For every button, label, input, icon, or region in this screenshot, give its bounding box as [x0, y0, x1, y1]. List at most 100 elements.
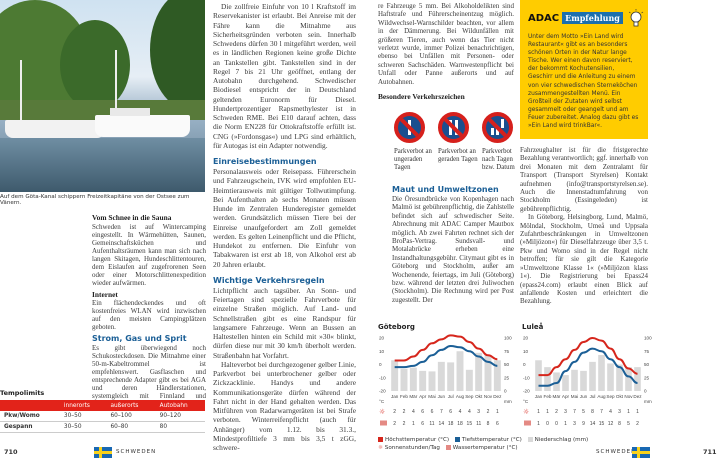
y-tick-left: -20	[379, 389, 386, 394]
month-label: Okt	[475, 394, 483, 399]
y-tick-right: 75	[504, 349, 510, 354]
month-label: Mär	[409, 394, 417, 399]
heading-maut: Maut und Umweltzonen	[392, 185, 499, 194]
text-alkohol: re Fahrzeuge 5 mm. Bei Alkoholdelikten s…	[378, 2, 514, 86]
month-label: Jul	[448, 394, 454, 399]
water-temp-value: 15	[599, 421, 605, 427]
heading-strom: Strom, Gas und Sprit	[92, 334, 187, 343]
table-cell: 80	[155, 421, 205, 433]
precip-bar	[447, 362, 455, 391]
sun-icon: ☼	[379, 408, 385, 416]
text-umweltzonen: In Göteborg, Helsingborg, Lund, Malmö, M…	[520, 213, 648, 306]
y-tick-right: 50	[644, 362, 650, 367]
sun-hours-value: 7	[440, 409, 443, 415]
precip-bar	[607, 363, 614, 391]
table-row: Gespann 30–50 60–80 80	[0, 421, 205, 433]
tempolimits-box: Tempolimits innerorts außerorts Autobahn…	[0, 389, 205, 433]
legend-low: Tiefsttemperatur (°C)	[454, 437, 522, 443]
sun-hours-value: 4	[468, 409, 471, 415]
heading-einreise: Einreisebestimmungen	[213, 157, 317, 166]
text-verkehrsregeln: Lichtpflicht auch tagsüber. An Sonn- und…	[213, 285, 356, 360]
table-cell: 30–50	[59, 421, 107, 433]
water-temp-value: 5	[627, 421, 630, 427]
text-halteverbot: Halteverbot bei durchgezogener gelber Li…	[213, 359, 356, 452]
month-label: Jan	[535, 394, 543, 399]
y-tick-right: 75	[644, 349, 650, 354]
sun-hours-value: 1	[627, 409, 630, 415]
precip-bar	[580, 370, 587, 391]
month-label: Mai	[428, 394, 435, 399]
month-label: Nov	[484, 394, 493, 399]
heading-winter: Vom Schnee in die Sauna	[92, 213, 172, 222]
precip-bar	[571, 369, 578, 391]
sun-hours-value: 2	[403, 409, 406, 415]
parking-by-date-sign-icon	[482, 112, 513, 143]
precip-bar	[544, 367, 551, 391]
tempolimits-title: Tempolimits	[0, 389, 45, 397]
sun-hours-value: 4	[412, 409, 415, 415]
y-tick-left: 10	[523, 349, 529, 354]
precip-bar	[409, 367, 417, 391]
info-column-4: Fahrzeughalter ist für die fristgerechte…	[520, 146, 648, 306]
sun-hours-value: 2	[487, 409, 490, 415]
precip-bar	[616, 364, 623, 391]
y-tick-left: -20	[523, 389, 530, 394]
chart-title: Göteborg	[378, 323, 415, 331]
axis-unit-left: °C	[379, 399, 385, 404]
month-label: Dez	[493, 394, 502, 399]
text-fuel: Die zollfreie Einfuhr von 10 l Kraftstof…	[213, 2, 356, 150]
month-label: Dez	[633, 394, 642, 399]
sun-hours-value: 1	[546, 409, 549, 415]
tempolimits-table: innerorts außerorts Autobahn Pkw/Womo 30…	[0, 400, 205, 433]
table-cell: 60–100	[106, 411, 156, 422]
water-temp-value: 0	[555, 421, 558, 427]
water-temp-value: 14	[590, 421, 596, 427]
y-tick-right: 0	[644, 389, 647, 394]
sun-hours-value: 3	[564, 409, 567, 415]
precip-bar	[475, 352, 483, 391]
text-internet: Ein flächendeckendes und oft kostenfreie…	[92, 299, 206, 331]
low-temp-line	[394, 344, 498, 369]
month-label: Sep	[465, 394, 474, 399]
y-tick-left: -10	[379, 375, 386, 380]
section-label-right: SCHWEDEN	[596, 449, 637, 455]
heading-verkehrsregeln: Wichtige Verkehrsregeln	[213, 275, 325, 285]
heading-internet: Internet	[92, 289, 118, 299]
table-cell: Pkw/Womo	[0, 411, 60, 422]
precip-bar	[465, 369, 473, 391]
precip-bar	[419, 370, 427, 391]
table-row: Pkw/Womo 30–50 60–100 90–120	[0, 411, 205, 422]
text-winter: Schweden ist auf Wintercamping eingestel…	[92, 222, 206, 287]
heading-verkehrszeichen: Besondere Verkehrszeichen	[378, 92, 465, 102]
water-temp-value: 14	[439, 421, 445, 427]
canal-photo	[0, 0, 205, 192]
y-tick-right: 0	[504, 389, 507, 394]
high-temp-line	[538, 336, 638, 377]
water-temp-value: 15	[467, 421, 473, 427]
header-cell: Autobahn	[155, 400, 205, 411]
sun-hours-value: 7	[600, 409, 603, 415]
climate-chart-goteborg: Göteborg 20 100 10 75 0 50 -10 25 -20 0 °C mm Jan 2 2 F…	[378, 323, 516, 435]
sun-hours-value: 1	[636, 409, 639, 415]
climate-chart-lulea: Luleå 20 100 10 75 0 50 -10 25 -20 0 °C mm Jan 1 1 Feb 1…	[522, 323, 656, 435]
sign-label: Parkverbot nach Tagen bzw. Datum	[482, 148, 515, 172]
month-label: Jun	[438, 394, 446, 399]
axis-unit-left: °C	[523, 399, 529, 404]
month-label: Sep	[606, 394, 615, 399]
chart-title: Luleå	[522, 323, 544, 331]
precip-bar	[437, 361, 445, 391]
month-label: Aug	[456, 394, 465, 399]
sun-hours-value: 8	[591, 409, 594, 415]
y-tick-right: 50	[504, 362, 510, 367]
water-temp-icon	[524, 420, 531, 426]
lightbulb-icon	[628, 9, 644, 27]
sun-icon: ☼	[523, 408, 529, 416]
precip-bar	[625, 367, 632, 391]
sun-hours-value: 6	[421, 409, 424, 415]
high-temp-line	[394, 334, 498, 362]
water-temp-icon	[380, 420, 387, 426]
sweden-flag-icon	[94, 447, 112, 458]
header-cell: innerorts	[59, 400, 107, 411]
